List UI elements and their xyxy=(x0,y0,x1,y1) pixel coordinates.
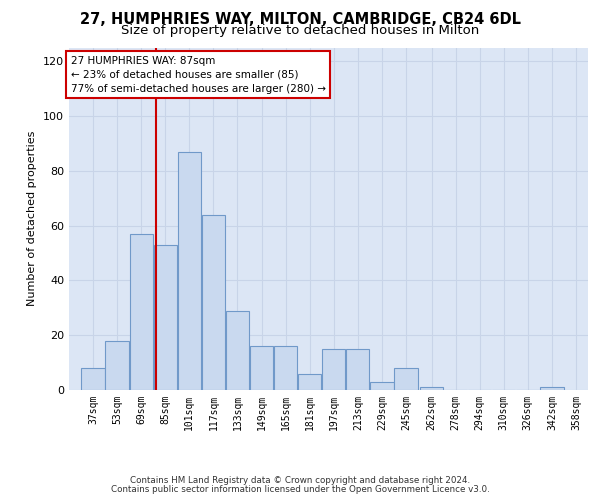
Bar xyxy=(130,234,153,390)
Bar xyxy=(420,388,443,390)
Text: 27, HUMPHRIES WAY, MILTON, CAMBRIDGE, CB24 6DL: 27, HUMPHRIES WAY, MILTON, CAMBRIDGE, CB… xyxy=(79,12,521,28)
Bar xyxy=(178,152,201,390)
Text: Size of property relative to detached houses in Milton: Size of property relative to detached ho… xyxy=(121,24,479,37)
Bar xyxy=(250,346,273,390)
Bar xyxy=(154,245,177,390)
Bar xyxy=(346,349,370,390)
Y-axis label: Number of detached properties: Number of detached properties xyxy=(28,131,37,306)
Bar xyxy=(322,349,346,390)
Bar xyxy=(106,340,129,390)
Bar xyxy=(226,310,249,390)
Bar xyxy=(298,374,322,390)
Text: Contains public sector information licensed under the Open Government Licence v3: Contains public sector information licen… xyxy=(110,485,490,494)
Bar xyxy=(540,388,563,390)
Text: Contains HM Land Registry data © Crown copyright and database right 2024.: Contains HM Land Registry data © Crown c… xyxy=(130,476,470,485)
Text: 27 HUMPHRIES WAY: 87sqm
← 23% of detached houses are smaller (85)
77% of semi-de: 27 HUMPHRIES WAY: 87sqm ← 23% of detache… xyxy=(71,56,326,94)
Bar xyxy=(202,214,225,390)
Bar xyxy=(274,346,297,390)
Bar xyxy=(370,382,394,390)
Bar xyxy=(394,368,418,390)
Bar xyxy=(82,368,105,390)
